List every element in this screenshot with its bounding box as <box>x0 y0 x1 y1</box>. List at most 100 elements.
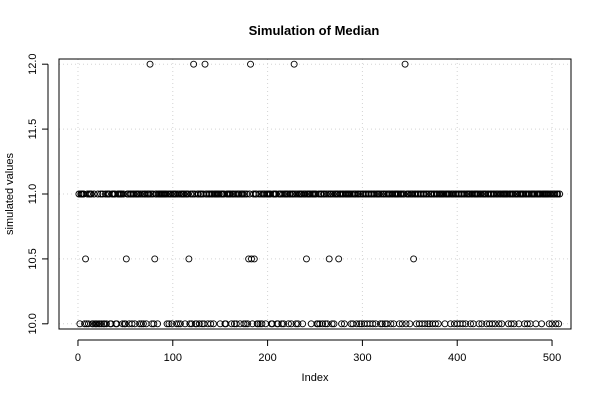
data-point <box>175 320 182 328</box>
data-point <box>477 190 485 198</box>
data-point <box>285 320 292 328</box>
x-tick-label: 500 <box>543 352 561 364</box>
data-point <box>242 320 250 328</box>
data-point <box>200 320 208 328</box>
data-point <box>406 320 414 328</box>
data-point <box>287 320 295 328</box>
data-point <box>102 190 109 198</box>
data-point <box>352 190 360 198</box>
x-axis-label: Index <box>302 372 329 384</box>
data-point <box>353 320 361 328</box>
data-point <box>338 320 345 328</box>
data-point <box>349 320 357 328</box>
data-point <box>167 190 175 198</box>
data-point <box>168 320 176 328</box>
x-tick-label: 0 <box>75 352 81 364</box>
data-point <box>121 320 129 328</box>
data-point <box>329 190 337 198</box>
data-point <box>555 320 563 328</box>
data-point <box>548 320 556 328</box>
data-point <box>441 320 449 328</box>
data-point <box>324 190 332 198</box>
data-point <box>76 320 84 328</box>
data-point <box>175 190 183 198</box>
data-point <box>495 320 503 328</box>
data-point <box>207 320 215 328</box>
x-tick-label: 200 <box>258 352 276 364</box>
data-point <box>136 320 144 328</box>
data-point <box>303 255 310 263</box>
data-point <box>377 190 385 198</box>
data-point <box>488 320 496 328</box>
data-point <box>498 320 506 328</box>
data-point <box>215 190 223 198</box>
data-point <box>280 320 288 328</box>
data-point <box>551 190 559 198</box>
data-point <box>248 255 255 263</box>
data-point <box>232 320 240 328</box>
data-point <box>187 190 195 198</box>
data-point <box>138 320 145 328</box>
data-point <box>154 320 162 328</box>
x-tick-label: 100 <box>164 352 182 364</box>
data-point <box>356 320 364 328</box>
plot-frame <box>58 58 572 330</box>
data-point <box>431 320 439 328</box>
data-point <box>286 190 294 198</box>
data-point <box>335 255 343 263</box>
data-point <box>139 320 147 328</box>
data-point <box>340 320 348 328</box>
data-point <box>240 320 248 328</box>
x-tick-label: 400 <box>448 352 466 364</box>
data-point <box>184 190 192 198</box>
data-point <box>131 320 139 328</box>
x-tick-label: 300 <box>353 352 371 364</box>
y-tick-label: 11.5 <box>27 119 39 140</box>
data-point <box>467 320 474 328</box>
data-point <box>369 320 377 328</box>
data-point <box>554 190 562 198</box>
data-point <box>82 255 89 263</box>
data-point <box>478 320 486 328</box>
data-point <box>322 190 330 198</box>
data-point <box>423 190 431 198</box>
data-point <box>321 320 329 328</box>
data-point <box>150 320 158 328</box>
data-point <box>462 320 470 328</box>
data-point <box>96 320 104 328</box>
data-point <box>383 320 391 328</box>
y-axis-label: simulated values <box>4 153 16 235</box>
data-point <box>278 320 286 328</box>
data-point <box>94 190 102 198</box>
data-point <box>401 60 409 68</box>
data-point <box>314 320 322 328</box>
data-point <box>459 320 467 328</box>
data-point <box>510 320 518 328</box>
data-point <box>194 190 202 198</box>
data-point <box>292 320 300 328</box>
data-point <box>195 320 203 328</box>
data-point <box>325 255 333 263</box>
data-point <box>447 320 455 328</box>
data-point <box>279 190 287 198</box>
data-points <box>75 60 564 328</box>
data-point <box>122 255 130 263</box>
data-point <box>119 320 126 328</box>
data-point <box>90 190 98 198</box>
data-point <box>146 60 154 68</box>
data-point <box>491 320 499 328</box>
data-point <box>93 320 101 328</box>
data-point <box>81 320 89 328</box>
data-point <box>272 190 280 198</box>
data-point <box>398 320 406 328</box>
data-point <box>201 60 209 68</box>
data-point <box>294 320 302 328</box>
y-tick-label: 10.0 <box>27 313 39 334</box>
data-point <box>299 320 307 328</box>
data-point <box>180 190 188 198</box>
data-point <box>376 320 384 328</box>
data-point <box>181 320 189 328</box>
data-point <box>410 255 418 263</box>
data-point <box>461 190 469 198</box>
